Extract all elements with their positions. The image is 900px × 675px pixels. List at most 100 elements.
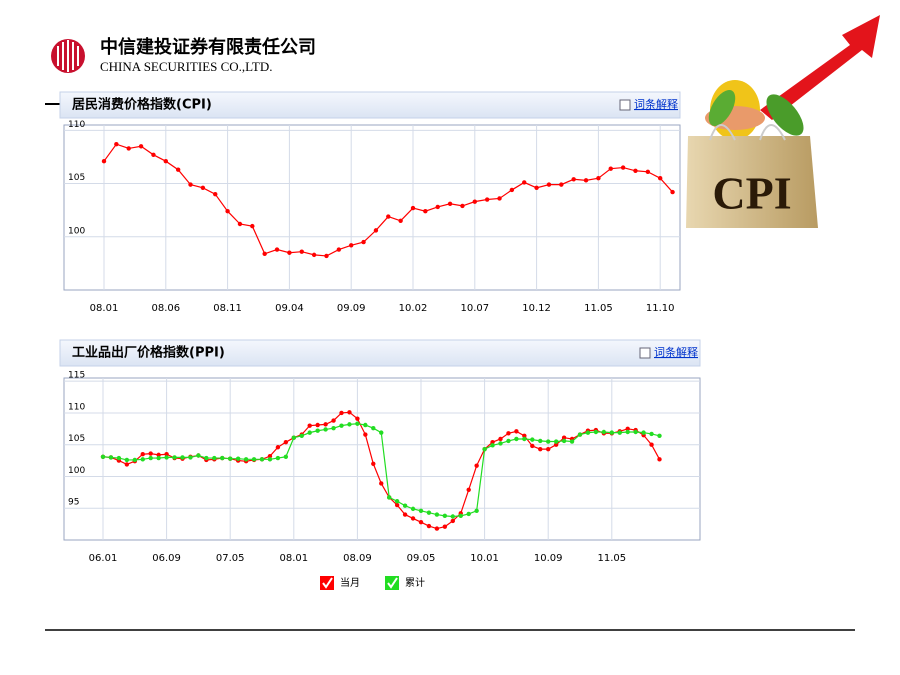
data-point <box>250 223 255 229</box>
data-point <box>559 182 564 187</box>
data-point <box>228 456 233 461</box>
data-point <box>472 199 477 204</box>
y-tick-label: 105 <box>68 434 85 444</box>
data-point <box>546 182 552 187</box>
data-point <box>379 481 384 486</box>
data-point <box>235 456 241 461</box>
data-point <box>339 423 344 428</box>
link-icon <box>619 99 631 111</box>
data-point <box>151 152 156 158</box>
data-point <box>175 167 181 172</box>
data-point <box>498 441 503 446</box>
data-point <box>466 487 471 493</box>
x-tick-label: 09.09 <box>337 303 366 314</box>
data-point <box>132 457 137 463</box>
data-point <box>363 422 368 428</box>
x-tick-label: 08.01 <box>90 303 119 314</box>
data-point <box>140 452 145 457</box>
data-point <box>571 177 576 182</box>
x-tick-label: 08.06 <box>151 303 180 314</box>
x-tick-label: 10.09 <box>534 553 563 564</box>
data-point <box>593 429 599 435</box>
data-point <box>387 495 392 500</box>
data-point <box>506 438 511 444</box>
data-point <box>434 512 440 517</box>
data-point <box>347 410 352 415</box>
glossary-link[interactable]: 词条解释 <box>634 97 678 111</box>
y-tick-label: 100 <box>68 226 85 236</box>
data-point <box>299 433 304 439</box>
data-point <box>423 209 428 214</box>
data-point <box>530 437 535 442</box>
data-point <box>259 457 265 462</box>
data-point <box>474 463 479 468</box>
data-point <box>274 247 280 252</box>
data-point <box>442 524 448 529</box>
data-point <box>490 439 495 445</box>
data-point <box>534 185 539 191</box>
x-tick-label: 09.04 <box>275 303 304 314</box>
data-point <box>410 516 416 521</box>
data-point <box>506 431 511 436</box>
data-point <box>649 431 654 437</box>
data-point <box>371 425 376 431</box>
data-point <box>225 209 230 214</box>
data-point <box>363 432 368 437</box>
x-tick-label: 10.12 <box>522 303 551 314</box>
data-point <box>243 457 249 462</box>
data-point <box>196 453 201 458</box>
data-point <box>657 457 662 462</box>
data-point <box>434 526 440 531</box>
data-point <box>200 185 206 191</box>
y-tick-label: 115 <box>68 371 85 381</box>
y-tick-label: 95 <box>68 498 79 508</box>
data-point <box>138 144 144 149</box>
x-tick-label: 10.07 <box>460 303 489 314</box>
data-point <box>275 445 281 450</box>
data-point <box>583 178 589 183</box>
header-bar <box>59 339 701 367</box>
data-point <box>530 443 535 449</box>
company-name-en: CHINA SECURITIES CO.,LTD. <box>100 59 273 74</box>
data-point <box>625 429 630 435</box>
data-point <box>410 205 416 211</box>
data-point <box>418 508 424 513</box>
data-point <box>514 429 519 434</box>
y-tick-label: 110 <box>68 120 85 130</box>
data-point <box>484 197 490 202</box>
data-point <box>418 520 424 525</box>
data-point <box>474 508 479 513</box>
x-tick-label: 07.05 <box>216 553 245 564</box>
glossary-link[interactable]: 词条解释 <box>654 345 698 359</box>
data-point <box>371 461 376 466</box>
data-point <box>213 191 218 197</box>
data-point <box>361 239 366 245</box>
data-point <box>124 462 130 467</box>
data-point <box>617 430 622 435</box>
data-point <box>180 455 185 460</box>
data-point <box>172 455 177 460</box>
x-tick-label: 10.02 <box>399 303 428 314</box>
data-point <box>331 425 336 431</box>
data-point <box>331 418 336 423</box>
data-point <box>220 455 225 461</box>
data-point <box>398 218 403 224</box>
data-point <box>324 253 329 259</box>
company-name: 中信建投证券有限责任公司 <box>100 36 316 58</box>
chart-title: 工业品出厂价格指数(PPI) <box>72 345 225 361</box>
data-point <box>101 158 107 164</box>
data-point <box>283 454 289 459</box>
data-point <box>670 189 675 195</box>
data-point <box>307 430 312 435</box>
data-point <box>546 439 551 444</box>
data-point <box>347 422 352 427</box>
data-point <box>426 510 432 515</box>
data-point <box>307 423 312 428</box>
data-point <box>349 243 354 248</box>
data-point <box>561 435 567 440</box>
data-point <box>287 250 292 255</box>
data-point <box>522 433 527 439</box>
data-point <box>585 430 591 435</box>
data-point <box>402 503 408 508</box>
data-point <box>262 251 267 257</box>
